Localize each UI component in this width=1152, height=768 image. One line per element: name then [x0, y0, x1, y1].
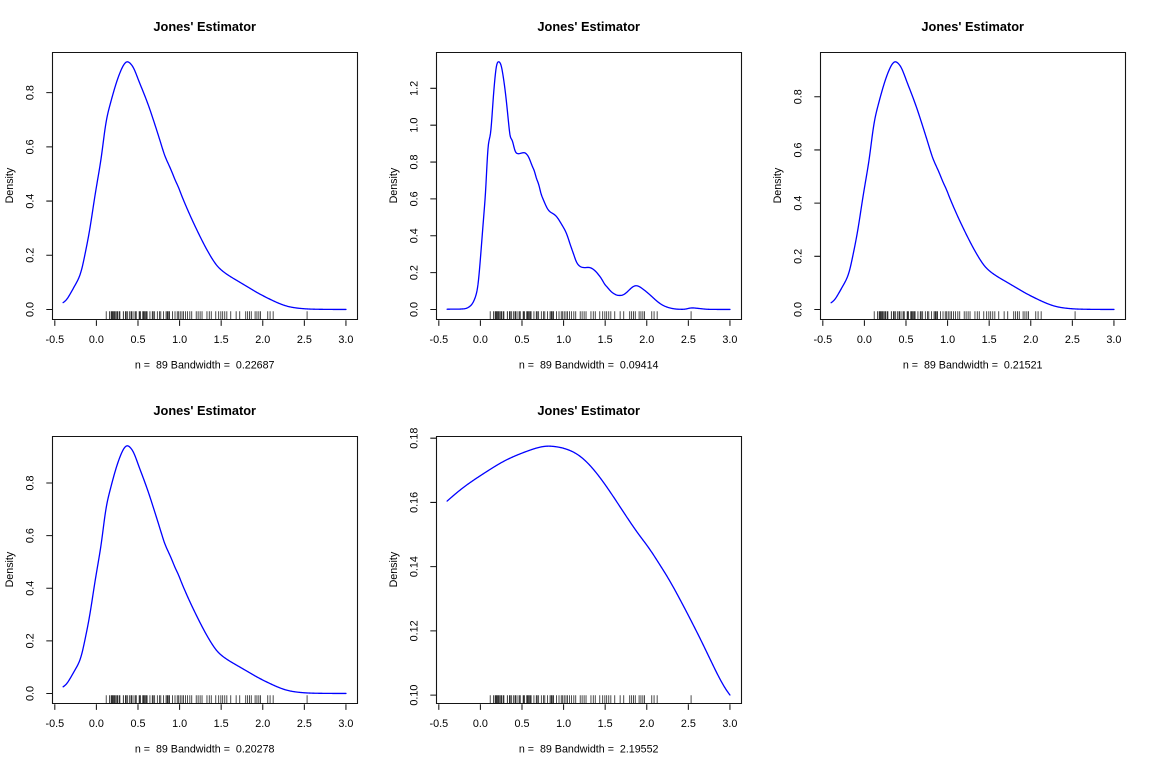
svg-text:-0.5: -0.5	[814, 334, 833, 346]
svg-text:0.8: 0.8	[24, 475, 36, 490]
svg-text:0.8: 0.8	[792, 89, 804, 104]
svg-text:2.0: 2.0	[639, 334, 654, 346]
svg-text:0.0: 0.0	[857, 334, 872, 346]
svg-text:3.0: 3.0	[722, 718, 737, 730]
svg-text:2.0: 2.0	[255, 334, 270, 346]
svg-text:Density: Density	[4, 167, 16, 203]
svg-text:0.0: 0.0	[89, 334, 104, 346]
svg-text:n = 89 Bandwidth = 2.19552: n = 89 Bandwidth = 2.19552	[519, 743, 659, 755]
svg-text:0.2: 0.2	[24, 633, 36, 648]
svg-text:1.0: 1.0	[408, 118, 420, 133]
svg-text:0.5: 0.5	[514, 334, 529, 346]
svg-text:-0.5: -0.5	[46, 334, 65, 346]
svg-text:0.2: 0.2	[24, 248, 36, 263]
svg-text:Density: Density	[388, 551, 400, 587]
svg-text:3.0: 3.0	[722, 334, 737, 346]
svg-text:-0.5: -0.5	[430, 718, 449, 730]
svg-text:1.5: 1.5	[598, 334, 613, 346]
svg-text:0.12: 0.12	[408, 620, 420, 641]
svg-text:0.0: 0.0	[24, 302, 36, 317]
svg-text:3.0: 3.0	[1106, 334, 1121, 346]
svg-text:0.4: 0.4	[24, 194, 36, 209]
svg-text:1.2: 1.2	[408, 81, 420, 96]
svg-text:0.0: 0.0	[473, 718, 488, 730]
svg-text:2.5: 2.5	[297, 334, 312, 346]
svg-text:Jones' Estimator: Jones' Estimator	[153, 403, 256, 418]
svg-text:1.5: 1.5	[982, 334, 997, 346]
svg-text:0.0: 0.0	[792, 302, 804, 317]
svg-text:0.2: 0.2	[792, 249, 804, 264]
svg-text:0.4: 0.4	[792, 196, 804, 211]
svg-text:0.4: 0.4	[24, 581, 36, 596]
svg-text:0.8: 0.8	[24, 85, 36, 100]
svg-text:1.5: 1.5	[214, 718, 229, 730]
svg-text:0.5: 0.5	[130, 334, 145, 346]
svg-text:0.2: 0.2	[408, 265, 420, 280]
svg-text:1.0: 1.0	[172, 334, 187, 346]
svg-text:Jones' Estimator: Jones' Estimator	[537, 19, 640, 34]
svg-text:0.14: 0.14	[408, 556, 420, 577]
svg-text:0.4: 0.4	[408, 228, 420, 243]
svg-text:0.8: 0.8	[408, 155, 420, 170]
svg-text:0.18: 0.18	[408, 428, 420, 449]
svg-text:Jones' Estimator: Jones' Estimator	[921, 19, 1024, 34]
svg-text:2.0: 2.0	[255, 718, 270, 730]
svg-text:n = 89 Bandwidth = 0.20278: n = 89 Bandwidth = 0.20278	[135, 743, 275, 755]
svg-text:0.5: 0.5	[514, 718, 529, 730]
svg-text:3.0: 3.0	[338, 334, 353, 346]
svg-text:0.0: 0.0	[89, 718, 104, 730]
svg-text:0.5: 0.5	[130, 718, 145, 730]
svg-text:3.0: 3.0	[338, 718, 353, 730]
svg-text:0.0: 0.0	[473, 334, 488, 346]
svg-text:n = 89 Bandwidth = 0.21521: n = 89 Bandwidth = 0.21521	[903, 359, 1043, 371]
svg-text:0.6: 0.6	[24, 528, 36, 543]
svg-text:Jones' Estimator: Jones' Estimator	[537, 403, 640, 418]
svg-text:0.0: 0.0	[408, 302, 420, 317]
svg-text:0.6: 0.6	[792, 142, 804, 157]
svg-text:n = 89 Bandwidth = 0.22687: n = 89 Bandwidth = 0.22687	[135, 359, 275, 371]
svg-text:2.5: 2.5	[1065, 334, 1080, 346]
svg-text:Density: Density	[772, 167, 784, 203]
svg-text:1.0: 1.0	[556, 334, 571, 346]
svg-text:0.6: 0.6	[408, 191, 420, 206]
svg-text:1.0: 1.0	[940, 334, 955, 346]
svg-text:Density: Density	[4, 551, 16, 587]
svg-text:0.0: 0.0	[24, 686, 36, 701]
svg-text:2.5: 2.5	[297, 718, 312, 730]
svg-text:1.0: 1.0	[172, 718, 187, 730]
svg-text:-0.5: -0.5	[430, 334, 449, 346]
svg-text:0.10: 0.10	[408, 685, 420, 706]
svg-text:1.5: 1.5	[214, 334, 229, 346]
svg-text:2.0: 2.0	[639, 718, 654, 730]
svg-text:2.0: 2.0	[1023, 334, 1038, 346]
svg-text:2.5: 2.5	[681, 334, 696, 346]
svg-text:0.5: 0.5	[898, 334, 913, 346]
svg-text:0.16: 0.16	[408, 492, 420, 513]
svg-text:Density: Density	[388, 167, 400, 203]
svg-text:1.0: 1.0	[556, 718, 571, 730]
svg-text:-0.5: -0.5	[46, 718, 65, 730]
svg-text:n = 89 Bandwidth = 0.09414: n = 89 Bandwidth = 0.09414	[519, 359, 659, 371]
svg-text:1.5: 1.5	[598, 718, 613, 730]
svg-text:Jones' Estimator: Jones' Estimator	[153, 19, 256, 34]
svg-text:0.6: 0.6	[24, 139, 36, 154]
svg-text:2.5: 2.5	[681, 718, 696, 730]
